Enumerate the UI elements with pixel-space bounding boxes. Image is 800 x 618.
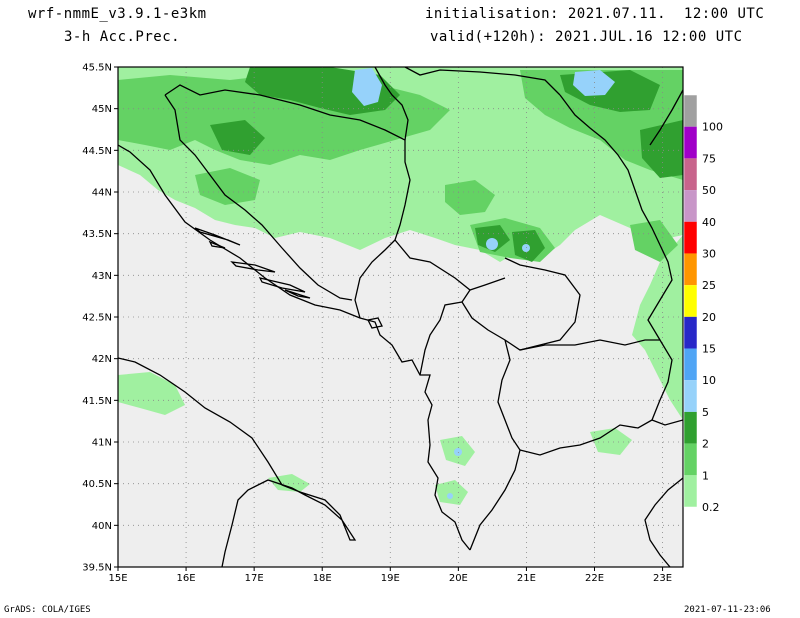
- precip-area-west: [118, 372, 185, 415]
- island-krk: [194, 227, 241, 246]
- kosovo-border: [461, 257, 581, 351]
- precip-area-east: [632, 235, 683, 420]
- legend-label: 0.2: [702, 501, 720, 514]
- lat-tick-label: 40N: [92, 521, 112, 532]
- island-korcula: [284, 289, 311, 299]
- island-lastovo: [208, 240, 226, 249]
- precip-blue-cell-1: [486, 238, 498, 250]
- legend-frame: [683, 94, 698, 508]
- legend-swatch: [684, 95, 697, 127]
- legend-swatch: [684, 380, 697, 412]
- macedonia-border: [519, 339, 673, 456]
- serbia-border-north: [374, 67, 409, 141]
- legend-label: 5: [702, 406, 709, 419]
- precip-dark-east: [640, 120, 683, 178]
- romania-bulgaria-border: [649, 89, 683, 146]
- lat-tick-label: 43.5N: [82, 229, 112, 240]
- legend-swatch: [684, 190, 697, 222]
- italy-coast: [118, 357, 357, 567]
- legend-swatch: [684, 475, 697, 507]
- coastlines-and-borders: [118, 67, 683, 567]
- legend-swatch: [684, 316, 697, 349]
- bay-kotor: [367, 317, 383, 329]
- field-title: 3-h Acc.Prec.: [64, 29, 181, 45]
- legend-swatch: [684, 285, 697, 317]
- island-brac: [230, 261, 276, 273]
- precip-blue-cell-2: [522, 244, 530, 252]
- legend-swatch: [684, 348, 697, 381]
- lat-tick-label: 45.5N: [82, 63, 112, 74]
- legend-swatch: [684, 253, 697, 286]
- initialisation-time: initialisation: 2021.07.11. 12:00 UTC: [425, 6, 765, 22]
- render-timestamp: 2021-07-11-23:06: [684, 605, 771, 615]
- lon-tick-label: 21E: [517, 573, 536, 584]
- precipitation-fields: [118, 67, 683, 505]
- greece-border: [651, 419, 683, 426]
- precip-area-albania: [435, 480, 468, 505]
- serbia-east-border: [559, 94, 673, 341]
- software-credit: GrADS: COLA/IGES: [4, 605, 91, 615]
- legend-label: 20: [702, 311, 716, 324]
- lat-lon-grid: [118, 67, 683, 567]
- montenegro-serbia-border: [394, 239, 506, 291]
- precipitation-legend: 100 75 50 40 30 25 20 15 10 5 2 1 0.2: [683, 94, 723, 514]
- legend-swatch: [684, 221, 697, 254]
- lon-tick-label: 20E: [449, 573, 468, 584]
- greece-coast: [644, 477, 683, 567]
- bosnia-inner-border: [164, 94, 353, 301]
- legend-label: 2: [702, 438, 709, 451]
- legend-label: 50: [702, 184, 716, 197]
- serbia-hungary-border: [404, 67, 561, 96]
- lon-tick-label: 17E: [245, 573, 264, 584]
- lon-tick-label: 15E: [108, 573, 127, 584]
- legend-swatch: [684, 443, 697, 476]
- precip-blue-lake: [352, 68, 382, 106]
- legend-label: 25: [702, 279, 716, 292]
- precip-blue-ne: [573, 70, 615, 96]
- lat-tick-label: 42N: [92, 354, 112, 365]
- precip-dark-bosnia: [210, 120, 265, 155]
- precip-blue-cell-4: [447, 493, 453, 499]
- lat-tick-label: 44.5N: [82, 146, 112, 157]
- albania-border-east: [419, 301, 463, 376]
- adriatic-coast-east: [118, 144, 471, 551]
- albania-macedonia-border: [469, 339, 521, 551]
- legend-label: 10: [702, 374, 716, 387]
- lat-tick-label: 41N: [92, 438, 112, 449]
- legend-label: 100: [702, 121, 723, 134]
- lat-tick-label: 45N: [92, 104, 112, 115]
- legend-label: 15: [702, 343, 716, 356]
- lat-tick-label: 43N: [92, 271, 112, 282]
- legend-label: 40: [702, 216, 716, 229]
- legend-swatch: [684, 158, 697, 191]
- precip-area-macedonia: [590, 428, 632, 455]
- legend-label: 1: [702, 469, 709, 482]
- lon-tick-label: 16E: [177, 573, 196, 584]
- croatia-bosnia-border: [164, 84, 411, 319]
- lon-tick-label: 18E: [313, 573, 332, 584]
- lat-tick-label: 44N: [92, 188, 112, 199]
- legend-label: 75: [702, 152, 716, 165]
- lon-tick-label: 23E: [653, 573, 672, 584]
- legend-swatch: [684, 411, 697, 444]
- lat-tick-label: 41.5N: [82, 396, 112, 407]
- precip-mid-east: [630, 220, 678, 262]
- map-axes: 15E 16E 17E 18E 19E 20E 21E 22E 23E 45.5N 45N 44.5N…: [82, 63, 672, 585]
- legend-swatch: [684, 126, 697, 159]
- precip-mid-center: [445, 180, 495, 215]
- lat-tick-label: 39.5N: [82, 563, 112, 574]
- lat-tick-label: 42.5N: [82, 313, 112, 324]
- valid-time: valid(+120h): 2021.JUL.16 12:00 UTC: [430, 29, 743, 45]
- lon-tick-label: 22E: [585, 573, 604, 584]
- lon-tick-label: 19E: [381, 573, 400, 584]
- lat-tick-label: 40.5N: [82, 479, 112, 490]
- model-title: wrf-nmmE_v3.9.1-e3km: [28, 6, 207, 22]
- island-hvar: [258, 277, 306, 293]
- legend-label: 30: [702, 247, 716, 260]
